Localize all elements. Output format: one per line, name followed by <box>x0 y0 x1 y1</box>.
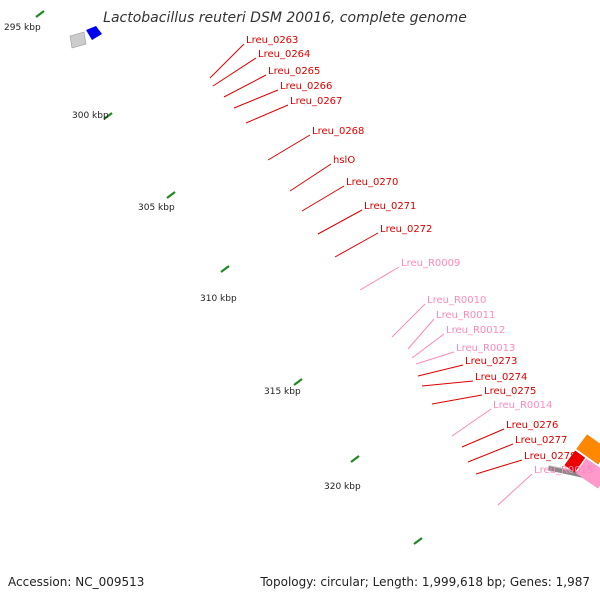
leader-line <box>391 303 426 338</box>
leader-line <box>415 351 455 365</box>
leader-line <box>289 163 332 192</box>
leader-line <box>451 408 492 437</box>
gene-label: Lreu_0268 <box>312 126 364 137</box>
kbp-tick <box>103 112 113 120</box>
gene-label: Lreu_0276 <box>506 420 558 431</box>
gene-label: Lreu_R0011 <box>436 310 495 321</box>
leader-line <box>233 89 279 109</box>
kbp-tick <box>35 10 45 18</box>
small-gray-feature <box>69 31 87 49</box>
kbp-tick-marks <box>35 10 423 545</box>
leader-line <box>245 104 289 124</box>
middle-feature <box>575 434 600 465</box>
gene-label: Lreu_0272 <box>380 224 432 235</box>
kbp-label: 315 kbp <box>264 387 301 397</box>
leader-line <box>317 209 363 235</box>
gene-label: Lreu_0265 <box>268 66 320 77</box>
gene-label: Lreu_0270 <box>346 177 398 188</box>
leader-line <box>407 318 435 350</box>
gene-label: Lreu_0274 <box>475 372 527 383</box>
map-title: Lactobacillus reuteri DSM 20016, complet… <box>103 10 467 26</box>
map-footer: Accession: NC_009513 Topology: circular;… <box>8 575 590 589</box>
gene-label: Lreu_0278 <box>524 451 576 462</box>
gene-label: Lreu_0277 <box>515 435 567 446</box>
gene-label: Lreu_R0015 <box>534 465 593 476</box>
gene-label: Lreu_0275 <box>484 386 536 397</box>
gene-label: Lreu_0263 <box>246 35 298 46</box>
kbp-tick <box>350 455 360 463</box>
leader-line <box>212 57 257 87</box>
gene-label: Lreu_R0013 <box>456 343 515 354</box>
leader-line <box>223 74 267 98</box>
leader-line <box>359 266 400 291</box>
kbp-label: 310 kbp <box>200 294 237 304</box>
accession-text: Accession: NC_009513 <box>8 575 144 589</box>
gene-label: Lreu_R0014 <box>493 400 552 411</box>
gene-label: Lreu_0273 <box>465 356 517 367</box>
gene-label: Lreu_0264 <box>258 49 310 60</box>
kbp-tick <box>220 265 230 273</box>
leader-line <box>417 364 464 377</box>
leader-line <box>475 459 523 475</box>
gene-label: Lreu_0267 <box>290 96 342 107</box>
feature-track <box>69 26 600 490</box>
kbp-label: 295 kbp <box>4 23 41 33</box>
kbp-tick <box>413 537 423 545</box>
gene-labels: Lreu_0263 Lreu_0264 Lreu_0265 Lreu_0266 Lreu… <box>246 35 593 476</box>
gene-label: hslO <box>333 155 355 166</box>
kbp-tick <box>293 378 303 386</box>
kbp-labels: 295 kbp 300 kbp 305 kbp 310 kbp 315 kbp 320 k… <box>4 23 361 492</box>
gene-label: Lreu_R0010 <box>427 295 486 306</box>
leader-line <box>209 43 245 79</box>
leader-line <box>267 134 311 161</box>
leader-line <box>497 473 533 506</box>
gene-label: Lreu_R0009 <box>401 258 460 269</box>
kbp-label: 305 kbp <box>138 203 175 213</box>
gene-label: Lreu_R0012 <box>446 325 505 336</box>
kbp-tick <box>166 191 176 199</box>
label-leader-lines <box>209 43 533 506</box>
gene-label: Lreu_0271 <box>364 201 416 212</box>
small-blue-feature <box>86 26 102 40</box>
kbp-label: 300 kbp <box>72 111 109 121</box>
leader-line <box>421 380 474 387</box>
leader-line <box>461 428 505 448</box>
outer-feature <box>575 458 600 489</box>
topology-text: Topology: circular; Length: 1,999,618 bp… <box>259 575 590 589</box>
map-header: Lactobacillus reuteri DSM 20016, complet… <box>103 10 467 26</box>
leader-line <box>334 232 379 258</box>
kbp-label: 320 kbp <box>324 482 361 492</box>
leader-line <box>467 443 514 463</box>
gene-label: Lreu_0266 <box>280 81 332 92</box>
leader-line <box>301 185 345 212</box>
leader-line <box>431 394 483 405</box>
leader-line <box>411 333 445 359</box>
outer-feature <box>564 450 586 473</box>
